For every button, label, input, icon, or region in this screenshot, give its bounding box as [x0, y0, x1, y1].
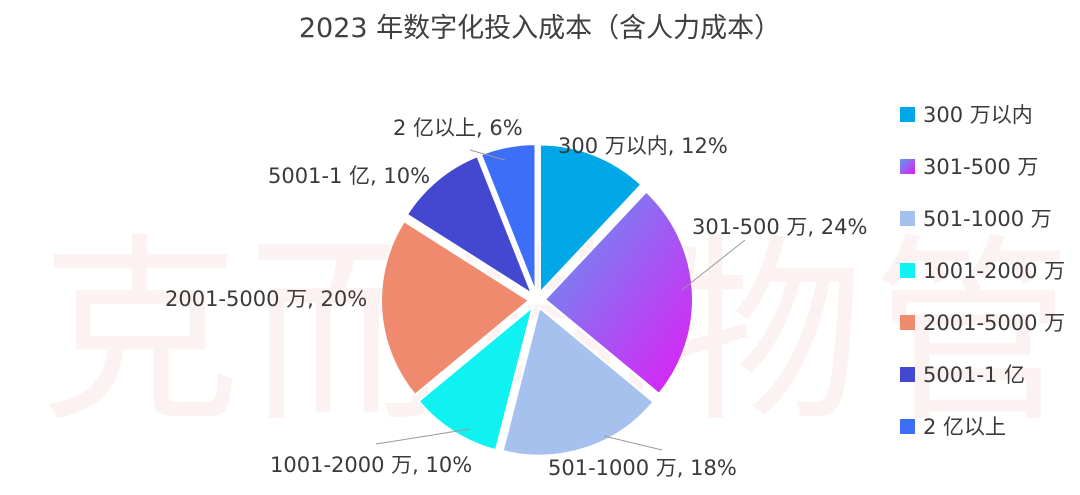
legend-swatch [900, 106, 915, 122]
legend-swatch [900, 210, 915, 226]
legend-item-5: 2001-5000 万 [900, 296, 1065, 348]
legend-item-4: 1001-2000 万 [900, 244, 1065, 296]
legend-swatch [900, 158, 915, 174]
leader-line-2 [681, 239, 746, 291]
chart-title: 2023 年数字化投入成本（含人力成本） [298, 13, 782, 44]
pie-slice-7 [479, 143, 537, 293]
legend-item-1: 300 万以内 [900, 88, 1065, 140]
leader-line-4 [375, 428, 471, 445]
slice-label-3: 501-1000 万, 18% [548, 456, 737, 480]
leader-line-3 [603, 435, 663, 451]
slice-label-1: 300 万以内, 12% [558, 134, 728, 158]
legend-label: 300 万以内 [923, 103, 1033, 127]
legend-label: 301-500 万 [923, 155, 1039, 179]
legend-label: 5001-1 亿 [923, 363, 1026, 387]
legend-label: 501-1000 万 [923, 207, 1052, 231]
legend-label: 1001-2000 万 [923, 259, 1066, 283]
leader-line-7 [469, 149, 506, 161]
pie-slice-1 [538, 143, 643, 296]
slice-label-2: 301-500 万, 24% [692, 215, 867, 239]
legend-swatch [900, 262, 915, 278]
slice-label-5: 2001-5000 万, 20% [165, 287, 367, 311]
legend-swatch [900, 314, 915, 330]
slice-label-4: 1001-2000 万, 10% [270, 453, 472, 477]
legend-label: 2 亿以上 [923, 415, 1007, 439]
legend-item-2: 301-500 万 [900, 140, 1065, 192]
legend-item-6: 5001-1 亿 [900, 348, 1065, 400]
slice-label-6: 5001-1 亿, 10% [268, 164, 430, 188]
legend-item-3: 501-1000 万 [900, 192, 1065, 244]
pie-slice-2 [543, 190, 694, 396]
pie-slice-3 [501, 305, 655, 457]
pie-slice-5 [380, 219, 531, 397]
slice-label-7: 2 亿以上, 6% [393, 116, 523, 140]
legend-item-7: 2 亿以上 [900, 400, 1065, 452]
legend-swatch [900, 418, 915, 434]
legend-swatch [900, 366, 915, 382]
legend: 300 万以内 301-500 万 501-1000 万 1001-2000 万 200… [900, 88, 1065, 452]
pie-slice-6 [405, 154, 534, 297]
legend-label: 2001-5000 万 [923, 311, 1066, 335]
